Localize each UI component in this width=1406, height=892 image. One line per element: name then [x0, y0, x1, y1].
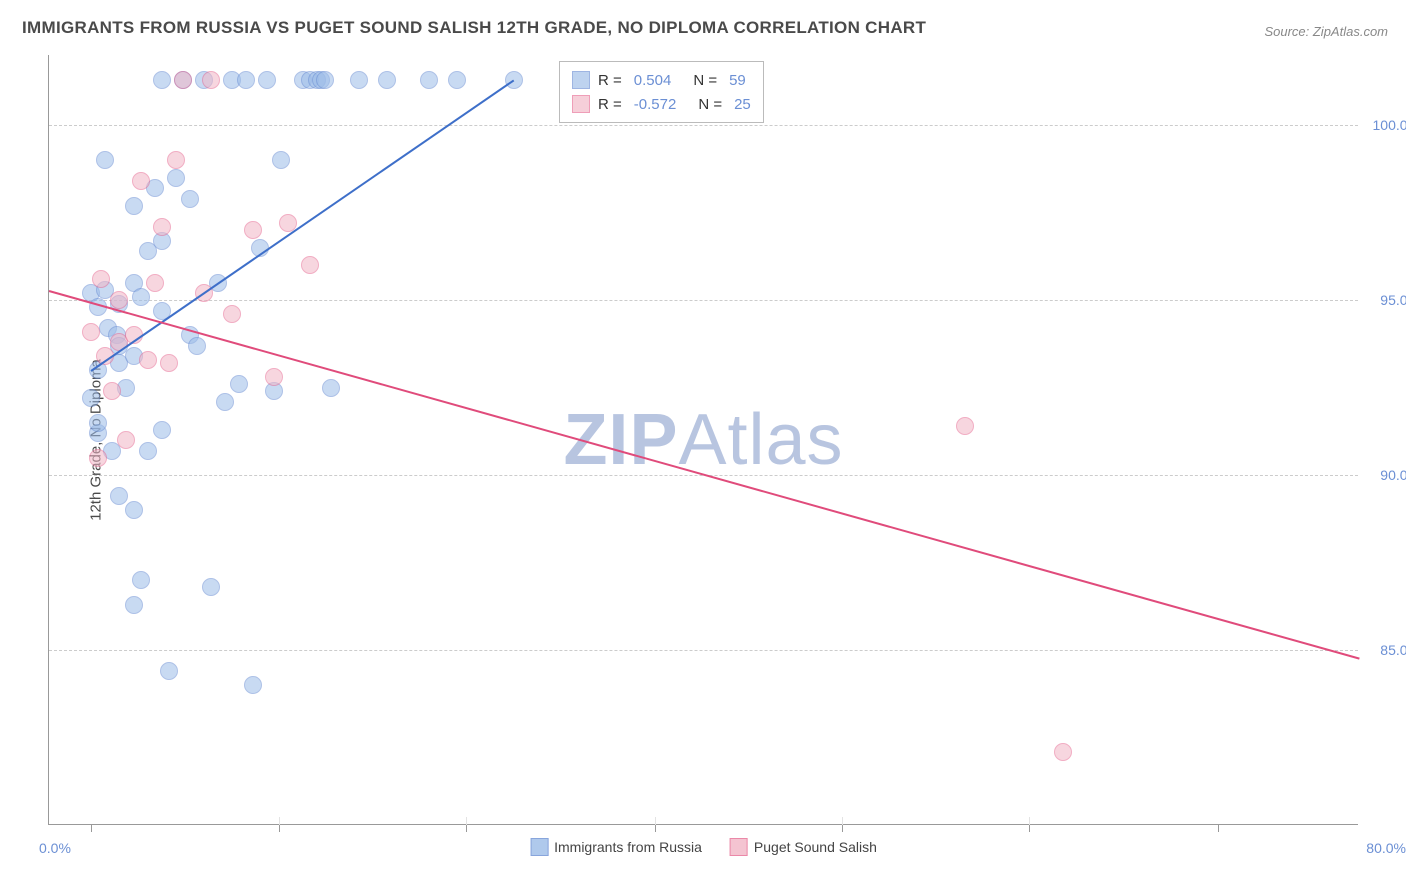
data-point: [96, 151, 114, 169]
data-point: [82, 389, 100, 407]
legend-r-label: R =: [598, 72, 622, 89]
data-point: [117, 431, 135, 449]
y-tick-label: 95.0%: [1364, 292, 1406, 308]
data-point: [89, 414, 107, 432]
data-point: [322, 379, 340, 397]
data-point: [92, 270, 110, 288]
x-tick: [1029, 824, 1030, 832]
data-point: [167, 169, 185, 187]
x-tick: [91, 824, 92, 832]
data-point: [125, 596, 143, 614]
watermark: ZIPAtlas: [563, 399, 843, 481]
data-point: [956, 417, 974, 435]
data-point: [139, 351, 157, 369]
legend-swatch: [730, 838, 748, 856]
gridline-h: [49, 650, 1358, 651]
legend-n-label: N =: [698, 96, 722, 113]
data-point: [244, 221, 262, 239]
legend-swatch: [572, 95, 590, 113]
data-point: [103, 382, 121, 400]
legend-n-value: 25: [734, 96, 751, 113]
legend-r-value: 0.504: [634, 72, 672, 89]
data-point: [146, 274, 164, 292]
y-tick-label: 85.0%: [1364, 642, 1406, 658]
x-tick: [279, 824, 280, 832]
data-point: [244, 676, 262, 694]
data-point: [110, 291, 128, 309]
data-point: [82, 323, 100, 341]
source-label: Source: ZipAtlas.com: [1264, 24, 1388, 39]
legend-r-value: -0.572: [634, 96, 677, 113]
data-point: [160, 354, 178, 372]
data-point: [174, 71, 192, 89]
legend-swatch: [530, 838, 548, 856]
data-point: [132, 571, 150, 589]
x-tick: [1218, 824, 1219, 832]
data-point: [258, 71, 276, 89]
data-point: [448, 71, 466, 89]
data-point: [125, 501, 143, 519]
y-tick-label: 100.0%: [1364, 117, 1406, 133]
chart-title: IMMIGRANTS FROM RUSSIA VS PUGET SOUND SA…: [22, 18, 926, 38]
data-point: [110, 487, 128, 505]
data-point: [139, 442, 157, 460]
data-point: [378, 71, 396, 89]
legend-row: R = 0.504 N = 59: [572, 68, 751, 92]
data-point: [160, 662, 178, 680]
data-point: [316, 71, 334, 89]
watermark-rest: Atlas: [678, 400, 843, 480]
data-point: [153, 71, 171, 89]
gridline-h: [49, 300, 1358, 301]
data-point: [202, 578, 220, 596]
x-tick: [466, 824, 467, 832]
correlation-legend: R = 0.504 N = 59 R = -0.572 N = 25: [559, 61, 764, 123]
data-point: [181, 190, 199, 208]
x-label-max: 80.0%: [1366, 840, 1406, 856]
data-point: [301, 256, 319, 274]
legend-n-value: 59: [729, 72, 746, 89]
legend-item: Puget Sound Salish: [730, 838, 877, 856]
data-point: [153, 421, 171, 439]
data-point: [132, 172, 150, 190]
data-point: [230, 375, 248, 393]
legend-r-label: R =: [598, 96, 622, 113]
scatter-plot-area: 12th Grade, No Diploma ZIPAtlas 85.0%90.…: [48, 55, 1358, 825]
data-point: [89, 449, 107, 467]
x-label-min: 0.0%: [39, 840, 71, 856]
data-point: [188, 337, 206, 355]
data-point: [167, 151, 185, 169]
gridline-h: [49, 125, 1358, 126]
x-tick: [842, 824, 843, 832]
data-point: [202, 71, 220, 89]
legend-n-label: N =: [693, 72, 717, 89]
data-point: [265, 368, 283, 386]
data-point: [1054, 743, 1072, 761]
data-point: [125, 197, 143, 215]
data-point: [153, 218, 171, 236]
data-point: [216, 393, 234, 411]
legend-label: Puget Sound Salish: [754, 839, 877, 855]
data-point: [350, 71, 368, 89]
y-tick-label: 90.0%: [1364, 467, 1406, 483]
data-point: [420, 71, 438, 89]
series-legend: Immigrants from Russia Puget Sound Salish: [530, 838, 877, 856]
legend-label: Immigrants from Russia: [554, 839, 702, 855]
data-point: [223, 305, 241, 323]
x-tick: [655, 824, 656, 832]
legend-row: R = -0.572 N = 25: [572, 92, 751, 116]
legend-item: Immigrants from Russia: [530, 838, 702, 856]
data-point: [272, 151, 290, 169]
data-point: [237, 71, 255, 89]
legend-swatch: [572, 71, 590, 89]
data-point: [132, 288, 150, 306]
